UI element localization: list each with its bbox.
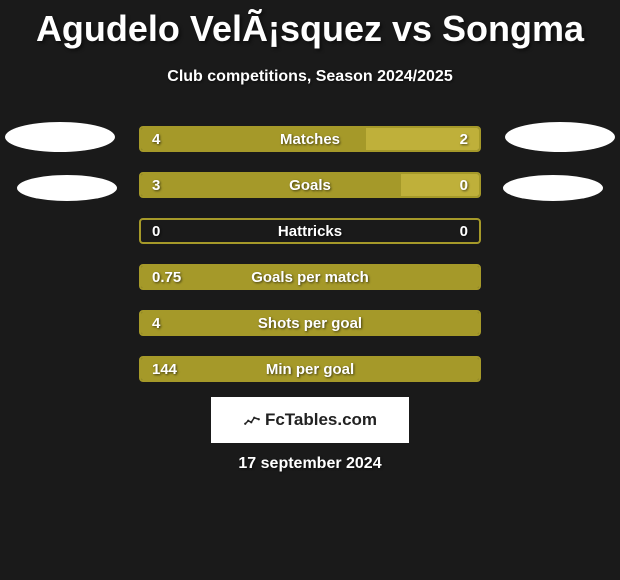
value-right: 0 [460, 177, 468, 194]
subtitle: Club competitions, Season 2024/2025 [0, 68, 620, 86]
value-left: 4 [152, 315, 160, 332]
value-left: 4 [152, 131, 160, 148]
watermark: FcTables.com [211, 397, 409, 443]
value-right: 0 [460, 223, 468, 240]
stat-label: Shots per goal [258, 315, 362, 332]
value-left: 3 [152, 177, 160, 194]
stat-row: Shots per goal 4 [0, 310, 620, 336]
value-left: 0 [152, 223, 160, 240]
date-label: 17 september 2024 [238, 455, 381, 473]
stat-label: Goals [289, 177, 331, 194]
bar-left [141, 174, 401, 196]
stat-row: Min per goal 144 [0, 356, 620, 382]
stat-label: Matches [280, 131, 340, 148]
watermark-text: FcTables.com [265, 410, 377, 430]
page-title: Agudelo VelÃ¡squez vs Songma [0, 0, 620, 50]
chart-icon [243, 411, 261, 429]
stat-label: Goals per match [251, 269, 369, 286]
stat-row: Goals 3 0 [0, 172, 620, 198]
value-left: 0.75 [152, 269, 181, 286]
value-left: 144 [152, 361, 177, 378]
stat-row: Goals per match 0.75 [0, 264, 620, 290]
stat-label: Hattricks [278, 223, 342, 240]
stat-label: Min per goal [266, 361, 354, 378]
stat-row: Matches 4 2 [0, 126, 620, 152]
comparison-chart: Matches 4 2 Goals 3 0 Hattricks 0 0 Goals per mat… [0, 126, 620, 382]
stat-row: Hattricks 0 0 [0, 218, 620, 244]
value-right: 2 [460, 131, 468, 148]
